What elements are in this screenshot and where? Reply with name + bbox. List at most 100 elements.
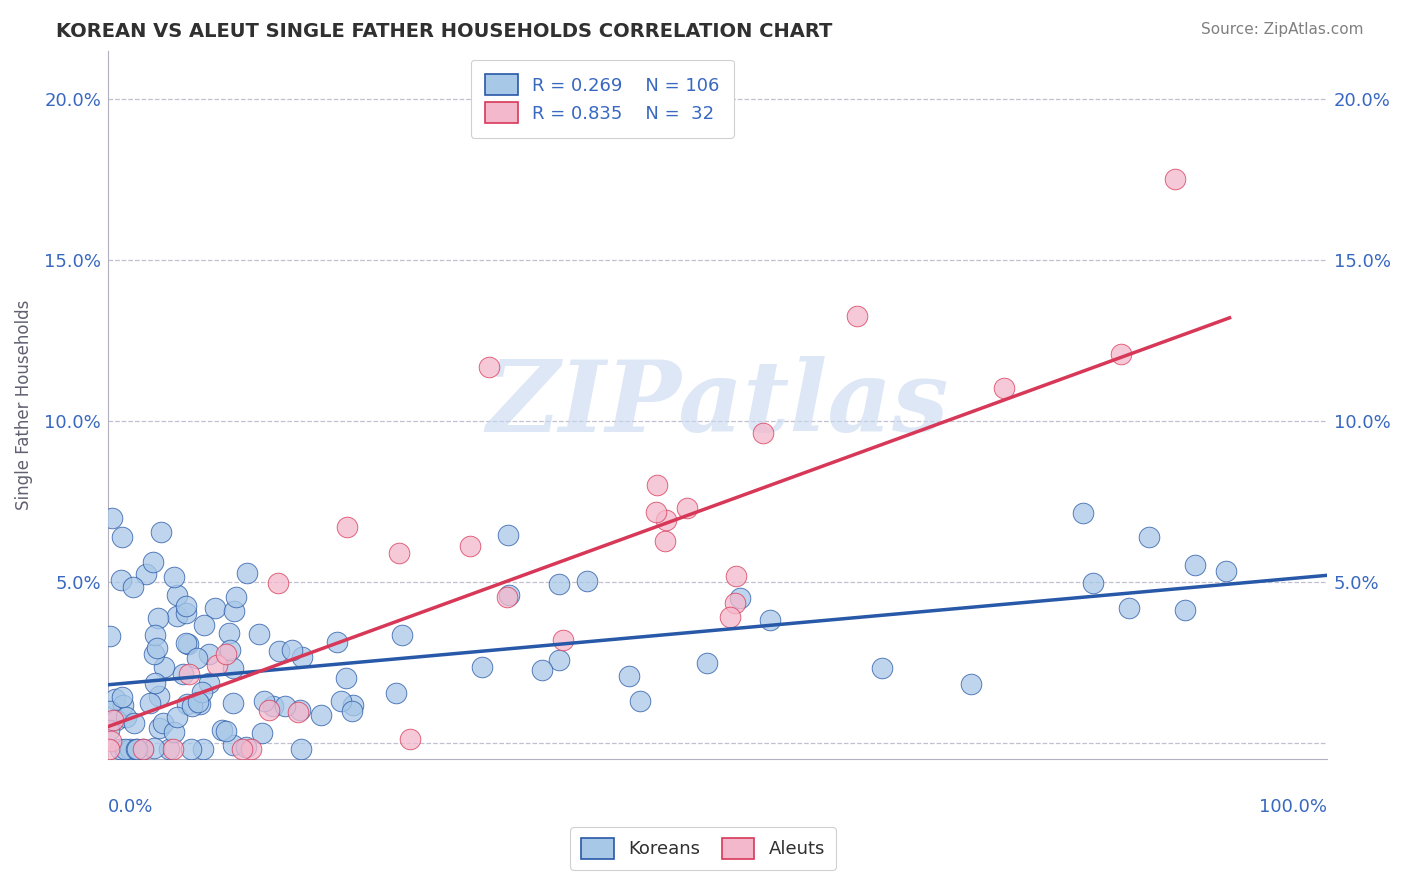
- Point: [125, 742, 148, 756]
- Point: [111, 690, 134, 704]
- Point: [100, 733, 122, 747]
- Point: [1118, 601, 1140, 615]
- Point: [1071, 506, 1094, 520]
- Point: [547, 577, 569, 591]
- Point: [498, 588, 520, 602]
- Point: [152, 716, 174, 731]
- Point: [101, 713, 124, 727]
- Point: [186, 651, 208, 665]
- Point: [399, 732, 422, 747]
- Point: [114, 742, 136, 756]
- Legend: Koreans, Aleuts: Koreans, Aleuts: [571, 827, 835, 870]
- Text: ZIPatlas: ZIPatlas: [486, 357, 949, 453]
- Point: [215, 724, 238, 739]
- Point: [224, 604, 246, 618]
- Point: [240, 742, 263, 756]
- Point: [250, 726, 273, 740]
- Point: [959, 676, 981, 690]
- Point: [110, 574, 132, 588]
- Point: [496, 590, 519, 604]
- Point: [146, 611, 169, 625]
- Text: 100.0%: 100.0%: [1258, 797, 1327, 815]
- Point: [104, 692, 127, 706]
- Point: [548, 653, 571, 667]
- Point: [576, 574, 599, 588]
- Point: [696, 656, 718, 670]
- Point: [759, 613, 782, 627]
- Point: [166, 710, 188, 724]
- Point: [617, 669, 640, 683]
- Point: [98, 629, 121, 643]
- Point: [471, 660, 494, 674]
- Point: [309, 708, 332, 723]
- Point: [287, 705, 309, 719]
- Point: [166, 588, 188, 602]
- Point: [845, 310, 868, 324]
- Point: [269, 644, 291, 658]
- Point: [118, 742, 141, 756]
- Point: [336, 519, 359, 533]
- Point: [1174, 603, 1197, 617]
- Point: [222, 738, 245, 752]
- Point: [146, 640, 169, 655]
- Text: KOREAN VS ALEUT SINGLE FATHER HOUSEHOLDS CORRELATION CHART: KOREAN VS ALEUT SINGLE FATHER HOUSEHOLDS…: [56, 22, 832, 41]
- Point: [458, 539, 481, 553]
- Point: [385, 686, 408, 700]
- Point: [204, 601, 226, 615]
- Point: [98, 704, 121, 718]
- Point: [718, 610, 741, 624]
- Point: [1215, 565, 1237, 579]
- Point: [111, 698, 134, 712]
- Point: [193, 742, 215, 756]
- Point: [225, 590, 247, 604]
- Point: [98, 723, 121, 737]
- Point: [655, 513, 678, 527]
- Point: [180, 698, 202, 713]
- Point: [388, 546, 411, 560]
- Point: [335, 671, 357, 685]
- Point: [148, 690, 170, 704]
- Point: [143, 647, 166, 661]
- Point: [218, 643, 240, 657]
- Point: [531, 663, 554, 677]
- Text: Source: ZipAtlas.com: Source: ZipAtlas.com: [1201, 22, 1364, 37]
- Point: [253, 694, 276, 708]
- Point: [290, 742, 312, 756]
- Point: [191, 685, 214, 699]
- Point: [728, 591, 751, 605]
- Point: [326, 635, 349, 649]
- Point: [105, 713, 128, 727]
- Point: [131, 742, 153, 756]
- Point: [553, 632, 575, 647]
- Point: [157, 742, 180, 756]
- Point: [179, 667, 201, 681]
- Point: [724, 596, 747, 610]
- Point: [101, 511, 124, 525]
- Point: [290, 703, 312, 717]
- Point: [131, 742, 153, 756]
- Point: [115, 710, 138, 724]
- Point: [751, 425, 773, 440]
- Point: [174, 599, 197, 613]
- Point: [152, 659, 174, 673]
- Point: [1163, 172, 1185, 186]
- Point: [211, 723, 233, 737]
- Point: [139, 696, 162, 710]
- Point: [148, 722, 170, 736]
- Point: [654, 533, 676, 548]
- Point: [218, 625, 240, 640]
- Point: [122, 716, 145, 731]
- Point: [993, 382, 1015, 396]
- Point: [236, 566, 259, 580]
- Point: [177, 637, 200, 651]
- Point: [176, 697, 198, 711]
- Point: [281, 643, 304, 657]
- Point: [291, 650, 314, 665]
- Point: [330, 693, 353, 707]
- Point: [125, 742, 148, 756]
- Legend: R = 0.269    N = 106, R = 0.835    N =  32: R = 0.269 N = 106, R = 0.835 N = 32: [471, 60, 734, 137]
- Point: [645, 505, 668, 519]
- Point: [628, 693, 651, 707]
- Point: [262, 699, 284, 714]
- Point: [391, 627, 413, 641]
